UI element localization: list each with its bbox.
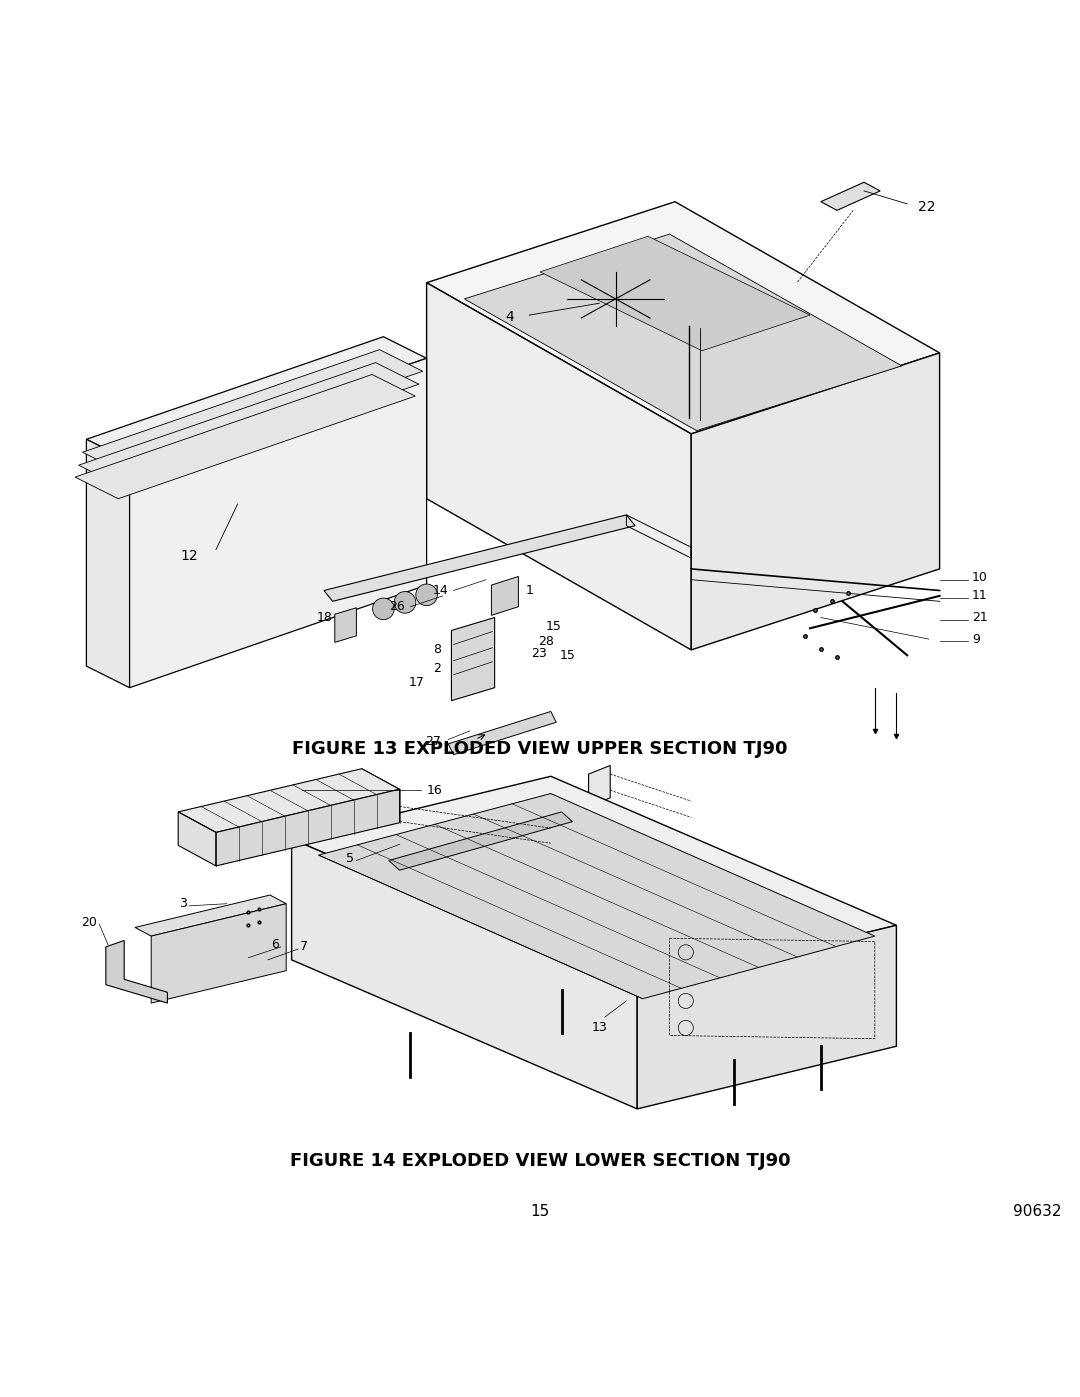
Text: 17: 17: [408, 676, 424, 689]
Polygon shape: [691, 353, 940, 650]
Text: FIGURE 13 EXPLODED VIEW UPPER SECTION TJ90: FIGURE 13 EXPLODED VIEW UPPER SECTION TJ…: [293, 740, 787, 759]
Polygon shape: [427, 282, 691, 650]
Polygon shape: [178, 768, 400, 833]
Text: 28: 28: [538, 634, 554, 648]
Text: 3: 3: [179, 897, 187, 911]
Polygon shape: [79, 363, 419, 486]
Polygon shape: [135, 895, 286, 936]
Polygon shape: [448, 711, 556, 754]
Polygon shape: [540, 236, 810, 351]
Text: 23: 23: [531, 647, 548, 659]
Polygon shape: [335, 608, 356, 643]
Polygon shape: [216, 789, 400, 866]
Polygon shape: [86, 439, 130, 687]
Text: 16: 16: [427, 784, 443, 796]
Text: 90632: 90632: [1013, 1204, 1061, 1220]
Polygon shape: [319, 793, 875, 999]
Text: 27: 27: [424, 735, 441, 749]
Text: 15: 15: [530, 1204, 550, 1220]
Polygon shape: [82, 349, 422, 474]
Text: 21: 21: [972, 610, 988, 624]
Polygon shape: [451, 617, 495, 701]
Polygon shape: [292, 777, 896, 988]
Circle shape: [394, 591, 416, 613]
Polygon shape: [292, 840, 637, 1109]
Polygon shape: [491, 577, 518, 615]
Polygon shape: [178, 812, 216, 866]
Text: 15: 15: [545, 620, 562, 633]
Polygon shape: [821, 182, 880, 211]
Text: 10: 10: [972, 571, 988, 584]
Text: 20: 20: [81, 915, 97, 929]
Text: 18: 18: [316, 610, 333, 624]
Text: 6: 6: [271, 939, 279, 951]
Circle shape: [373, 598, 394, 620]
Text: 4: 4: [505, 310, 514, 324]
Text: 13: 13: [592, 1021, 607, 1034]
Polygon shape: [130, 358, 427, 687]
Polygon shape: [427, 201, 940, 434]
Circle shape: [416, 584, 437, 606]
Text: 1: 1: [526, 584, 534, 597]
Polygon shape: [637, 925, 896, 1109]
Polygon shape: [464, 235, 902, 430]
Polygon shape: [106, 940, 167, 1003]
Text: 14: 14: [432, 584, 448, 597]
Polygon shape: [76, 374, 415, 499]
Polygon shape: [589, 766, 610, 806]
Text: 2: 2: [433, 662, 441, 675]
Text: FIGURE 14 EXPLODED VIEW LOWER SECTION TJ90: FIGURE 14 EXPLODED VIEW LOWER SECTION TJ…: [289, 1151, 791, 1169]
Text: 15: 15: [559, 648, 576, 662]
Text: 11: 11: [972, 590, 988, 602]
Text: 5: 5: [347, 852, 354, 865]
Text: 26: 26: [389, 601, 405, 613]
Polygon shape: [151, 904, 286, 1003]
Text: 8: 8: [433, 644, 441, 657]
Text: 7: 7: [300, 940, 308, 953]
Text: 22: 22: [918, 200, 935, 214]
Polygon shape: [389, 812, 572, 870]
Polygon shape: [86, 337, 427, 461]
Text: 9: 9: [972, 633, 980, 645]
Text: 12: 12: [180, 549, 198, 563]
Polygon shape: [324, 515, 635, 601]
